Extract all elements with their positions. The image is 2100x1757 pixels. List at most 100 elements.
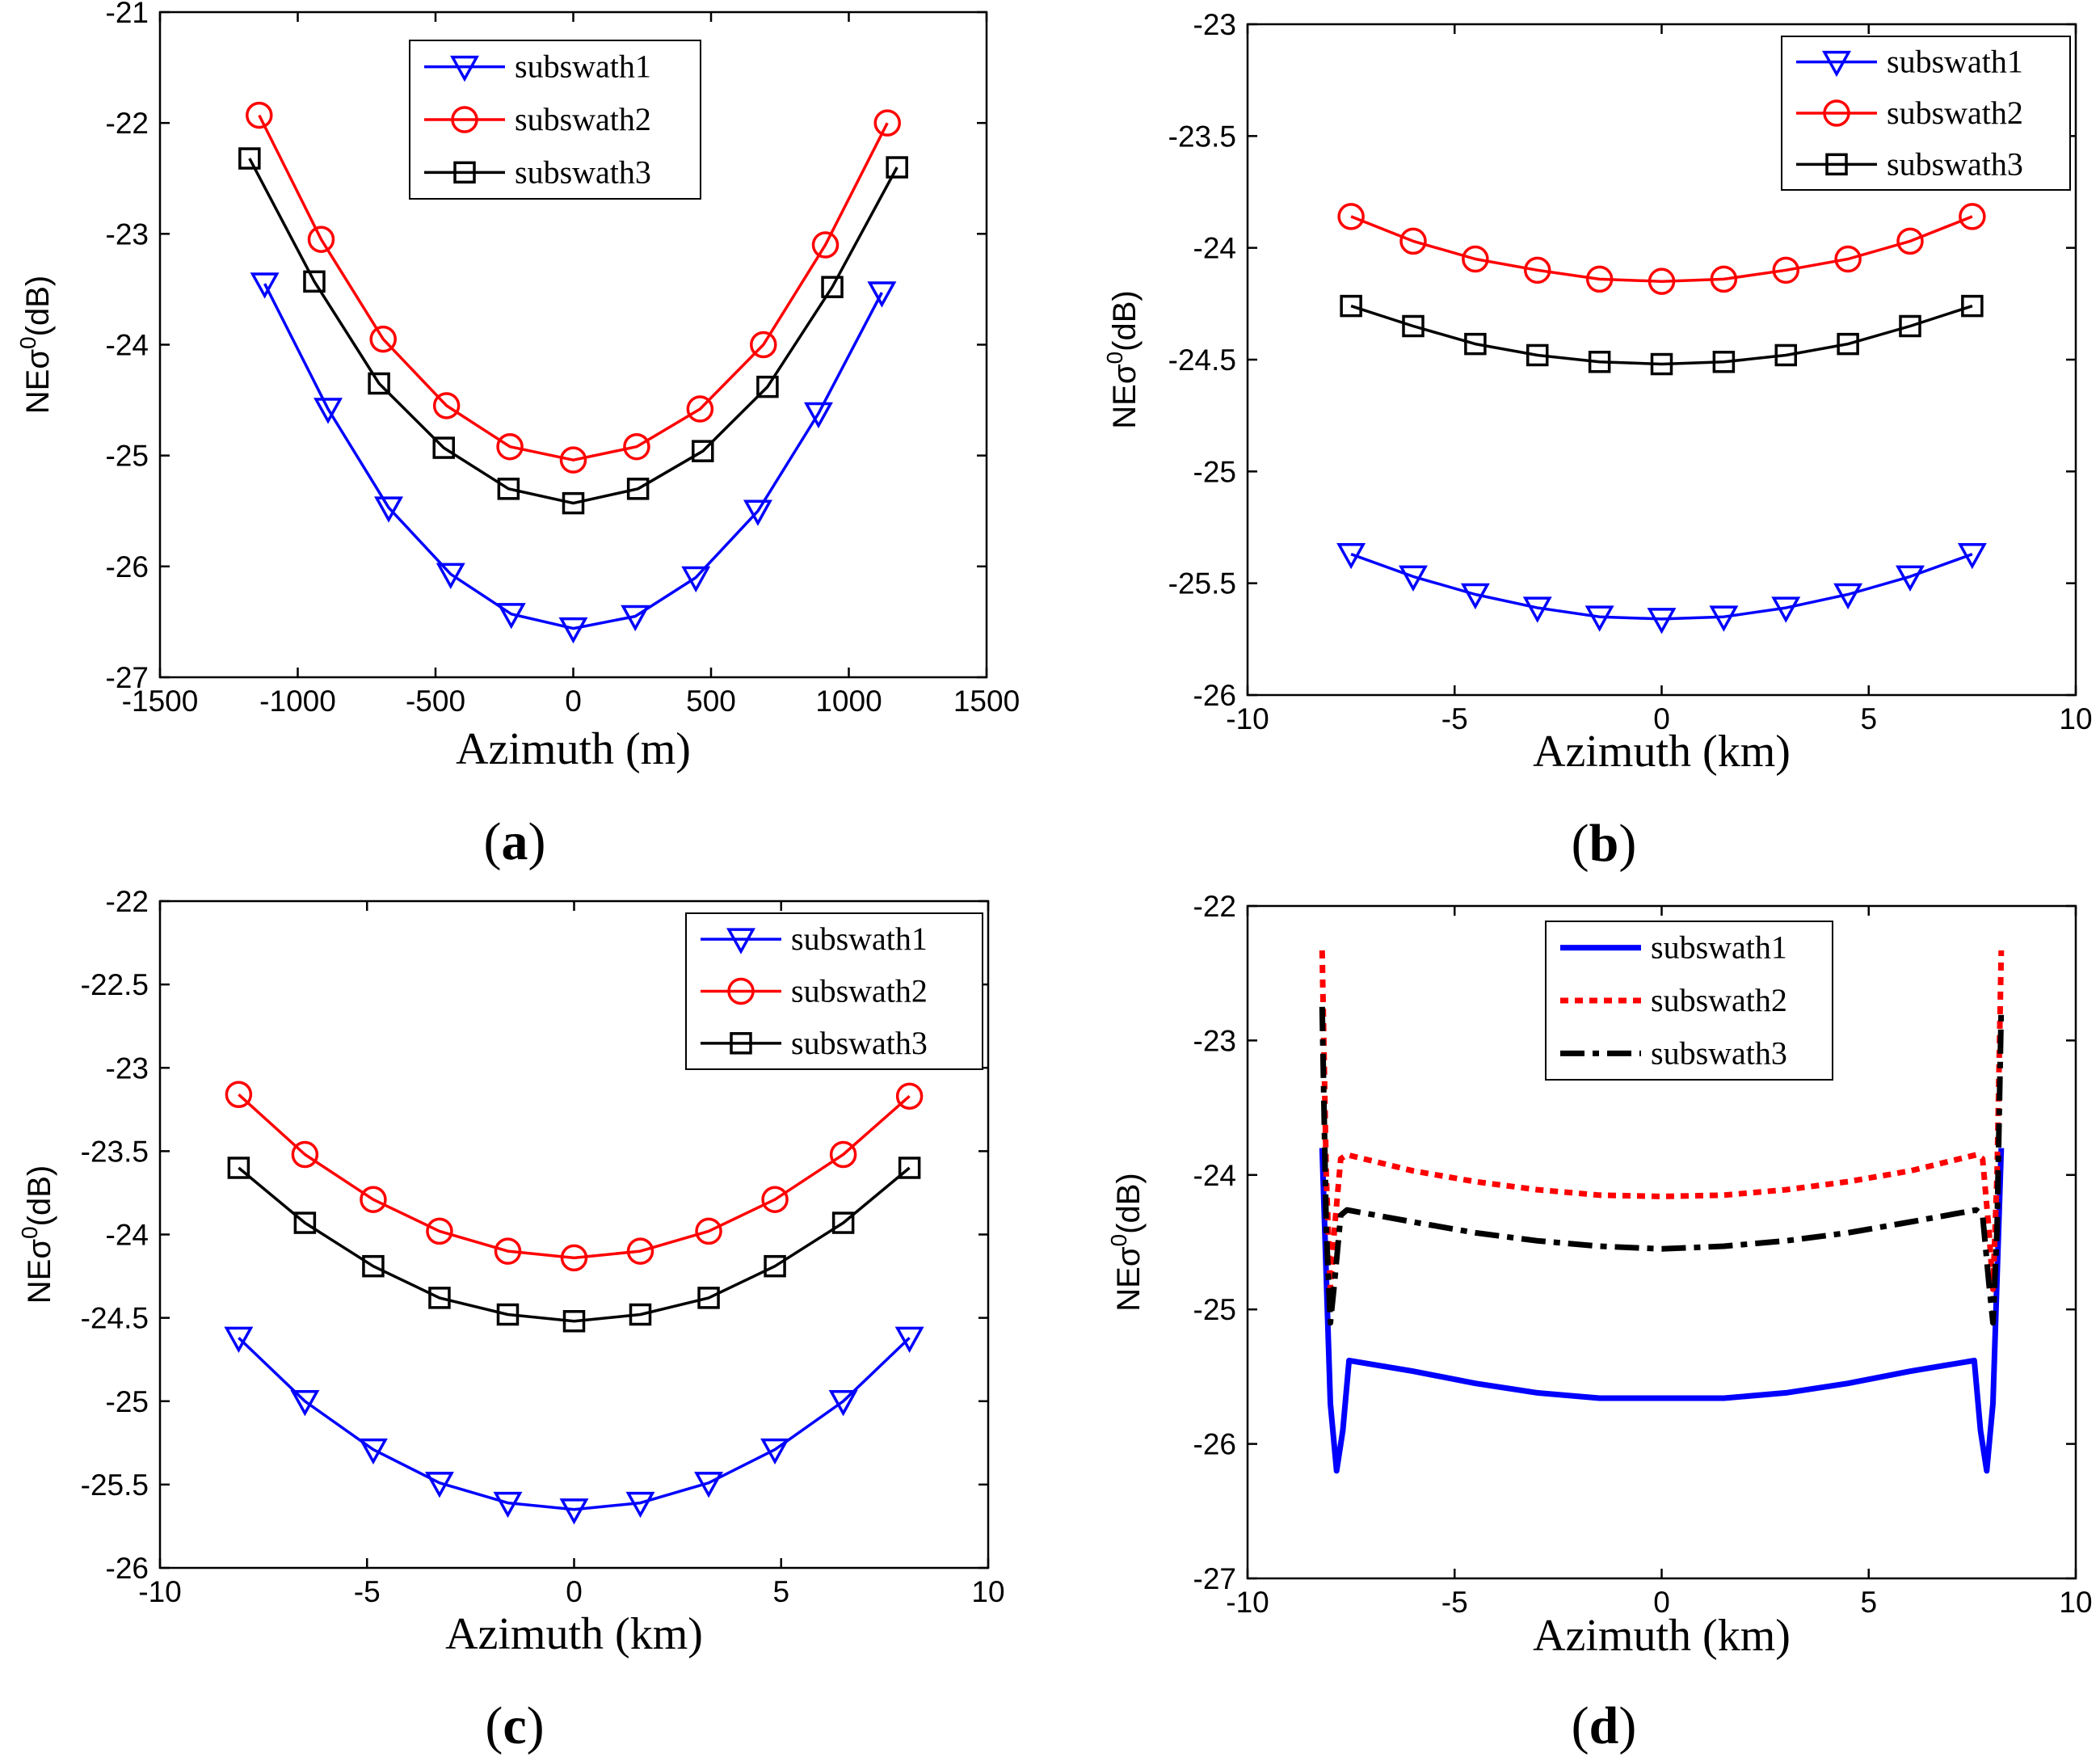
y-tick-label: -22.5 — [81, 968, 149, 1001]
legend: subswath1 subswath2 subswath3 — [409, 40, 701, 200]
y-tick-label: -21 — [106, 0, 149, 29]
y-axis-label: NEσ0(dB) — [15, 276, 56, 414]
x-axis-label: Azimuth (km) — [445, 1609, 703, 1659]
panel-label: (d) — [1572, 1696, 1637, 1755]
series-line-subswath3 — [238, 1166, 911, 1323]
data-point-subswath3 — [697, 1287, 720, 1309]
data-point-subswath3 — [1526, 343, 1549, 367]
y-tick-label: -26 — [1193, 679, 1236, 712]
data-point-subswath2 — [1772, 256, 1799, 284]
data-point-subswath2 — [1710, 265, 1738, 293]
data-point-subswath3 — [1774, 343, 1797, 367]
x-tick-label: 0 — [1653, 1586, 1670, 1619]
y-tick-label: -24 — [106, 1219, 149, 1252]
data-point-subswath3 — [1899, 314, 1921, 338]
legend-marker-subswath3 — [730, 1032, 752, 1055]
x-tick-label: -10 — [1226, 1586, 1269, 1619]
series-line-subswath2 — [1319, 950, 2005, 1292]
data-point-subswath2 — [307, 225, 335, 253]
data-point-subswath1 — [358, 1438, 388, 1465]
data-point-subswath2 — [360, 1186, 387, 1213]
panel-label-close: ) — [1618, 1696, 1636, 1755]
x-tick-label: -5 — [354, 1575, 381, 1608]
data-point-subswath2 — [432, 392, 461, 419]
data-point-subswath2 — [494, 1237, 522, 1265]
data-point-subswath2 — [811, 231, 840, 259]
x-tick-label: 5 — [1860, 702, 1877, 735]
legend-label-subswath3: subswath3 — [1651, 1034, 1787, 1071]
data-point-subswath1 — [493, 1491, 523, 1519]
x-tick-label: 10 — [971, 1575, 1004, 1608]
x-axis-label: Azimuth (m) — [456, 724, 691, 774]
data-point-subswath2 — [873, 109, 901, 137]
data-point-subswath1 — [760, 1438, 790, 1465]
data-point-subswath3 — [238, 147, 261, 170]
data-point-subswath3 — [1650, 352, 1673, 376]
data-point-subswath1 — [374, 496, 404, 523]
legend-label-subswath3: subswath3 — [791, 1025, 928, 1061]
data-point-subswath3 — [303, 270, 326, 293]
y-tick-label: -24 — [1193, 1159, 1236, 1192]
data-point-subswath1 — [621, 605, 650, 632]
data-point-subswath1 — [625, 1491, 655, 1519]
data-point-subswath2 — [895, 1082, 924, 1110]
data-point-subswath2 — [246, 101, 273, 129]
data-point-subswath2 — [1462, 245, 1489, 273]
y-tick-label: -23 — [1193, 8, 1236, 41]
legend-label-subswath2: subswath2 — [515, 101, 651, 137]
data-point-subswath2 — [225, 1081, 253, 1108]
data-point-subswath3 — [756, 375, 779, 398]
legend-marker-subswath3 — [453, 161, 476, 184]
y-tick-label: -23 — [106, 1051, 149, 1085]
data-point-subswath1 — [1833, 583, 1863, 610]
x-tick-label: -500 — [406, 685, 465, 718]
data-point-subswath1 — [894, 1326, 924, 1353]
data-point-subswath2 — [1337, 203, 1365, 230]
data-point-subswath3 — [1712, 351, 1736, 373]
data-point-subswath2 — [369, 325, 397, 353]
x-tick-label: 10 — [2059, 1586, 2092, 1619]
data-point-subswath1 — [1584, 605, 1614, 632]
data-point-subswath2 — [1959, 203, 1986, 230]
y-tick-label: -25 — [106, 1385, 149, 1418]
data-point-subswath1 — [1709, 605, 1739, 632]
y-tick-label: -25 — [106, 440, 149, 473]
data-point-subswath3 — [764, 1254, 786, 1278]
x-tick-label: -5 — [1441, 702, 1468, 735]
data-point-subswath3 — [831, 1211, 855, 1234]
series-line-subswath1 — [263, 283, 883, 630]
data-point-subswath1 — [1771, 596, 1801, 623]
data-point-subswath1 — [743, 499, 772, 526]
data-point-subswath1 — [558, 617, 588, 644]
series-line-subswath3 — [1319, 1006, 2005, 1326]
data-point-subswath2 — [1648, 268, 1676, 295]
panel-label: (c) — [485, 1696, 544, 1755]
legend-label-subswath1: subswath1 — [1887, 44, 2023, 80]
x-tick-label: 1500 — [953, 685, 1020, 718]
y-tick-label: -27 — [1193, 1562, 1236, 1595]
y-tick-label: -23 — [1193, 1024, 1236, 1057]
x-axis-label: Azimuth (km) — [1533, 727, 1791, 777]
data-point-subswath3 — [886, 156, 908, 179]
data-point-subswath1 — [694, 1472, 724, 1498]
panel-label-open: ( — [1572, 1696, 1589, 1755]
data-point-subswath3 — [898, 1157, 921, 1179]
panel-label-close: ) — [527, 1696, 545, 1755]
data-point-subswath1 — [496, 603, 526, 630]
y-axis-label-unit: (dB) — [1111, 1173, 1147, 1234]
series-line-subswath1 — [238, 1337, 911, 1511]
data-point-subswath1 — [1336, 542, 1366, 570]
x-tick-label: 5 — [772, 1575, 789, 1608]
y-tick-label: -25.5 — [81, 1468, 149, 1502]
y-tick-label: -27 — [106, 661, 149, 694]
y-axis-label-superscript: 0 — [1102, 352, 1127, 364]
panel-label-letter: d — [1589, 1696, 1619, 1755]
data-point-subswath1 — [559, 1498, 589, 1525]
x-tick-label: 1000 — [815, 685, 882, 718]
y-tick-label: -26 — [106, 550, 149, 584]
data-point-subswath2 — [686, 395, 714, 423]
data-point-subswath3 — [562, 491, 585, 515]
y-tick-label: -22 — [106, 107, 149, 140]
data-point-subswath3 — [821, 276, 844, 298]
panel-a: -1500 -1000 -500 0 500 1000 1500 -27 -26 -25 -24 -2… — [15, 0, 1020, 871]
